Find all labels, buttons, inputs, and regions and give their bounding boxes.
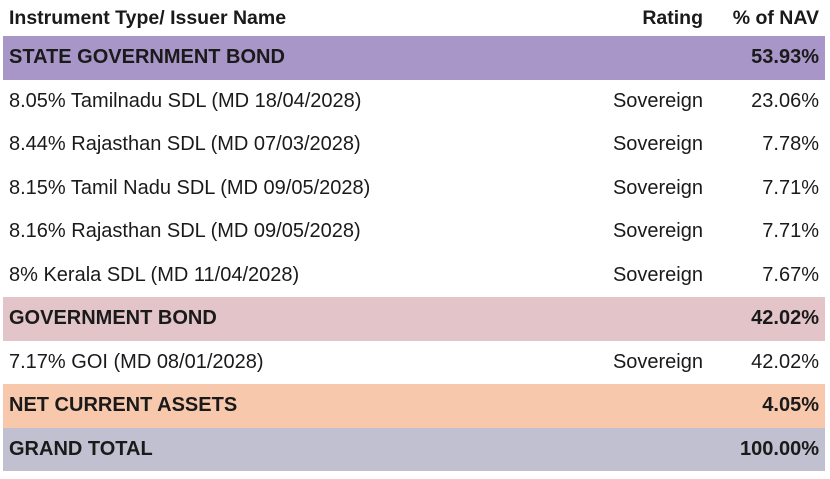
table-row: 8.44% Rajasthan SDL (MD 07/03/2028) Sove… <box>3 123 825 167</box>
table-row: 8.05% Tamilnadu SDL (MD 18/04/2028) Sove… <box>3 80 825 124</box>
issuer-rating: Sovereign <box>612 89 703 112</box>
issuer-rating: Sovereign <box>612 350 703 373</box>
header-instrument-name: Instrument Type/ Issuer Name <box>9 6 287 29</box>
grand-total-label: GRAND TOTAL <box>9 437 153 460</box>
issuer-nav: 42.02% <box>751 350 819 373</box>
table-row: 8.16% Rajasthan SDL (MD 09/05/2028) Sove… <box>3 210 825 254</box>
issuer-nav: 7.67% <box>762 263 819 286</box>
category-label: GOVERNMENT BOND <box>9 307 217 330</box>
issuer-rating: Sovereign <box>612 220 703 243</box>
issuer-nav: 23.06% <box>751 89 819 112</box>
portfolio-holdings-table: Instrument Type/ Issuer Name Rating % of… <box>3 0 825 471</box>
grand-total-nav: 100.00% <box>740 437 819 460</box>
category-nav: 53.93% <box>751 46 819 69</box>
category-label: NET CURRENT ASSETS <box>9 394 238 417</box>
issuer-name: 8% Kerala SDL (MD 11/04/2028) <box>9 263 300 286</box>
header-nav-percent: % of NAV <box>732 6 819 29</box>
header-rating: Rating <box>642 6 703 29</box>
table-header: Instrument Type/ Issuer Name Rating % of… <box>3 0 825 36</box>
issuer-name: 7.17% GOI (MD 08/01/2028) <box>9 350 264 373</box>
category-row-state-government-bond: STATE GOVERNMENT BOND 53.93% <box>3 36 825 80</box>
category-row-government-bond: GOVERNMENT BOND 42.02% <box>3 297 825 341</box>
issuer-nav: 7.71% <box>762 220 819 243</box>
issuer-name: 8.15% Tamil Nadu SDL (MD 09/05/2028) <box>9 176 371 199</box>
table-row: 8% Kerala SDL (MD 11/04/2028) Sovereign … <box>3 254 825 298</box>
category-label: STATE GOVERNMENT BOND <box>9 46 285 69</box>
category-nav: 42.02% <box>751 307 819 330</box>
issuer-nav: 7.71% <box>762 176 819 199</box>
issuer-nav: 7.78% <box>762 133 819 156</box>
table-row: 8.15% Tamil Nadu SDL (MD 09/05/2028) Sov… <box>3 167 825 211</box>
issuer-name: 8.16% Rajasthan SDL (MD 09/05/2028) <box>9 220 361 243</box>
issuer-rating: Sovereign <box>612 176 703 199</box>
category-row-net-current-assets: NET CURRENT ASSETS 4.05% <box>3 384 825 428</box>
category-row-grand-total: GRAND TOTAL 100.00% <box>3 427 825 471</box>
category-nav: 4.05% <box>762 394 819 417</box>
issuer-rating: Sovereign <box>612 133 703 156</box>
issuer-name: 8.05% Tamilnadu SDL (MD 18/04/2028) <box>9 89 362 112</box>
issuer-rating: Sovereign <box>612 263 703 286</box>
issuer-name: 8.44% Rajasthan SDL (MD 07/03/2028) <box>9 133 361 156</box>
table-row: 7.17% GOI (MD 08/01/2028) Sovereign 42.0… <box>3 341 825 385</box>
